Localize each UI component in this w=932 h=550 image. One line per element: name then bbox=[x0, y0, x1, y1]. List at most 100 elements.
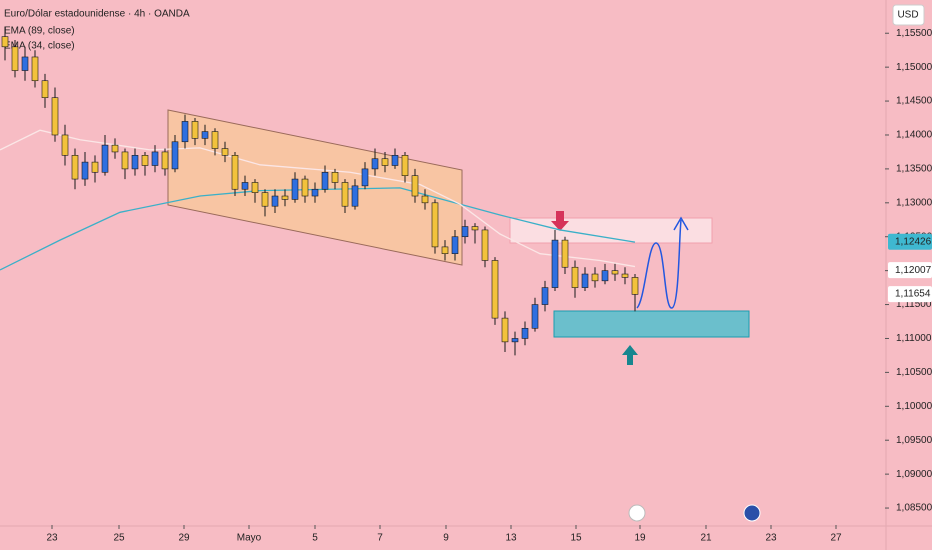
candle-body bbox=[421, 195, 429, 204]
candle-body bbox=[391, 155, 399, 166]
indicator-label: EMA (89, close) bbox=[4, 26, 75, 37]
x-tick-label: Mayo bbox=[237, 533, 262, 544]
support-zone bbox=[553, 310, 750, 338]
currency-button[interactable] bbox=[892, 4, 925, 26]
price-label: 1,11654 bbox=[895, 289, 931, 300]
y-tick-label: 1,13000 bbox=[896, 197, 932, 208]
price-label-box bbox=[888, 262, 932, 279]
candle-body bbox=[281, 195, 289, 200]
x-tick-label: 23 bbox=[765, 533, 777, 544]
candle-body bbox=[1, 36, 9, 48]
candle-body bbox=[441, 246, 449, 254]
candle-body bbox=[161, 151, 169, 170]
x-tick-label: 21 bbox=[700, 533, 712, 544]
x-tick-label: 29 bbox=[178, 533, 190, 544]
candle-body bbox=[111, 144, 119, 153]
candle-body bbox=[301, 178, 309, 197]
candle-body bbox=[311, 188, 319, 197]
candle-body bbox=[181, 121, 189, 143]
candle-body bbox=[341, 182, 349, 207]
candle-body bbox=[321, 171, 329, 190]
y-tick-label: 1,11500 bbox=[896, 299, 932, 310]
candle-body bbox=[611, 270, 619, 275]
candle-body bbox=[451, 236, 459, 254]
event-icon[interactable] bbox=[743, 504, 761, 522]
candle-body bbox=[241, 182, 249, 190]
drawings bbox=[167, 109, 761, 522]
candle-body bbox=[591, 273, 599, 282]
y-tick-label: 1,08500 bbox=[896, 503, 932, 514]
candle-body bbox=[81, 161, 89, 180]
candle-body bbox=[251, 182, 259, 193]
x-tick-label: 19 bbox=[634, 533, 646, 544]
price-label: 1,12426 bbox=[895, 236, 932, 247]
candle-body bbox=[131, 155, 139, 170]
candle-body bbox=[211, 131, 219, 149]
candle-body bbox=[171, 141, 179, 170]
y-tick-label: 1,15000 bbox=[896, 62, 932, 73]
y-tick-label: 1,13500 bbox=[896, 164, 932, 175]
candle-body bbox=[471, 226, 479, 231]
price-label-box bbox=[888, 286, 932, 303]
candle-body bbox=[91, 161, 99, 173]
candle-body bbox=[501, 317, 509, 343]
candle-body bbox=[511, 338, 519, 343]
y-tick-label: 1,09000 bbox=[896, 469, 932, 480]
indicator-label: EMA (34, close) bbox=[4, 41, 75, 52]
candle-body bbox=[141, 155, 149, 166]
candle-body bbox=[71, 155, 79, 180]
projection-path bbox=[636, 219, 682, 309]
candle-body bbox=[271, 195, 279, 207]
candle-body bbox=[531, 304, 539, 329]
candle-body bbox=[621, 273, 629, 278]
candle-body bbox=[21, 56, 29, 71]
candle-body bbox=[11, 46, 19, 71]
candle-body bbox=[31, 56, 39, 82]
x-tick-label: 13 bbox=[505, 533, 517, 544]
candle-body bbox=[41, 80, 49, 98]
candle-body bbox=[491, 260, 499, 319]
candle-body bbox=[331, 171, 339, 183]
candle-body bbox=[551, 239, 559, 288]
candle-body bbox=[101, 144, 109, 173]
candle-body bbox=[221, 148, 229, 156]
resistance-zone bbox=[509, 217, 713, 244]
candle-body bbox=[151, 151, 159, 166]
candle-body bbox=[121, 151, 129, 170]
candle-body bbox=[231, 155, 239, 190]
candle-body bbox=[351, 185, 359, 207]
y-tick-label: 1,14500 bbox=[896, 96, 932, 107]
x-tick-label: 25 bbox=[113, 533, 125, 544]
candle-body bbox=[461, 226, 469, 238]
sell-arrow bbox=[551, 211, 569, 231]
chart-title: Euro/Dólar estadounidense · 4h · OANDA bbox=[4, 9, 190, 20]
y-tick-label: 1,14000 bbox=[896, 130, 932, 141]
candle-body bbox=[541, 287, 549, 305]
projection-arrowhead bbox=[673, 216, 689, 231]
candle-body bbox=[601, 270, 609, 282]
y-tick-label: 1,09500 bbox=[896, 435, 932, 446]
y-tick-label: 1,11000 bbox=[896, 333, 932, 344]
candle-body bbox=[371, 158, 379, 170]
candle-body bbox=[191, 121, 199, 139]
price-label: 1,12007 bbox=[895, 265, 932, 276]
y-tick-label: 1,15500 bbox=[896, 28, 932, 39]
x-tick-label: 5 bbox=[312, 533, 318, 544]
candle-body bbox=[411, 175, 419, 197]
candle-body bbox=[201, 131, 209, 139]
x-tick-label: 9 bbox=[443, 533, 449, 544]
candle-body bbox=[401, 155, 409, 176]
candle-body bbox=[431, 202, 439, 248]
candle-body bbox=[381, 158, 389, 166]
x-tick-label: 27 bbox=[830, 533, 842, 544]
buy-arrow bbox=[622, 345, 638, 365]
candle-body bbox=[571, 266, 579, 288]
candle-body bbox=[631, 277, 639, 295]
event-icon[interactable] bbox=[628, 504, 646, 522]
price-label-box bbox=[888, 233, 932, 250]
x-tick-label: 23 bbox=[46, 533, 58, 544]
currency-label[interactable]: USD bbox=[897, 10, 918, 21]
candle-body bbox=[521, 327, 529, 339]
candle-body bbox=[291, 178, 299, 200]
